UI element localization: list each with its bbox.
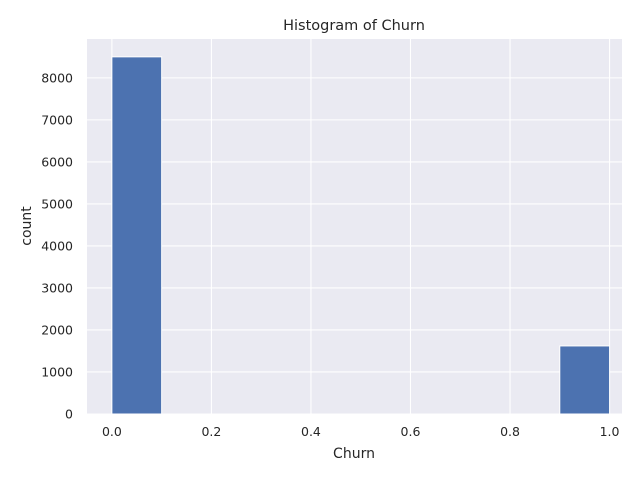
grid-lines bbox=[87, 39, 622, 415]
x-tick-label: 0.8 bbox=[500, 424, 520, 439]
y-tick-label: 3000 bbox=[41, 280, 73, 295]
y-tick-label: 0 bbox=[65, 407, 73, 422]
y-tick-label: 4000 bbox=[41, 238, 73, 253]
y-tick-label: 6000 bbox=[41, 154, 73, 169]
y-tick-label: 2000 bbox=[41, 322, 73, 337]
y-tick-labels: 0 1000 2000 3000 4000 5000 6000 7000 8000 bbox=[41, 70, 73, 421]
x-tick-label: 0.4 bbox=[301, 424, 321, 439]
y-tick-label: 8000 bbox=[41, 70, 73, 85]
x-tick-label: 1.0 bbox=[600, 424, 620, 439]
x-tick-label: 0.2 bbox=[201, 424, 221, 439]
x-axis-label: Churn bbox=[333, 446, 375, 462]
y-tick-label: 7000 bbox=[41, 112, 73, 127]
bars bbox=[111, 56, 611, 415]
x-tick-label: 0.0 bbox=[102, 424, 122, 439]
plot-area bbox=[87, 39, 622, 414]
x-tick-label: 0.6 bbox=[401, 424, 421, 439]
chart-title: Histogram of Churn bbox=[283, 18, 425, 34]
y-axis-label: count bbox=[19, 206, 35, 246]
x-tick-labels: 0.0 0.2 0.4 0.6 0.8 1.0 bbox=[102, 424, 620, 439]
histogram-bar bbox=[559, 345, 611, 415]
y-tick-label: 5000 bbox=[41, 196, 73, 211]
y-tick-label: 1000 bbox=[41, 364, 73, 379]
histogram-bar bbox=[111, 56, 163, 415]
